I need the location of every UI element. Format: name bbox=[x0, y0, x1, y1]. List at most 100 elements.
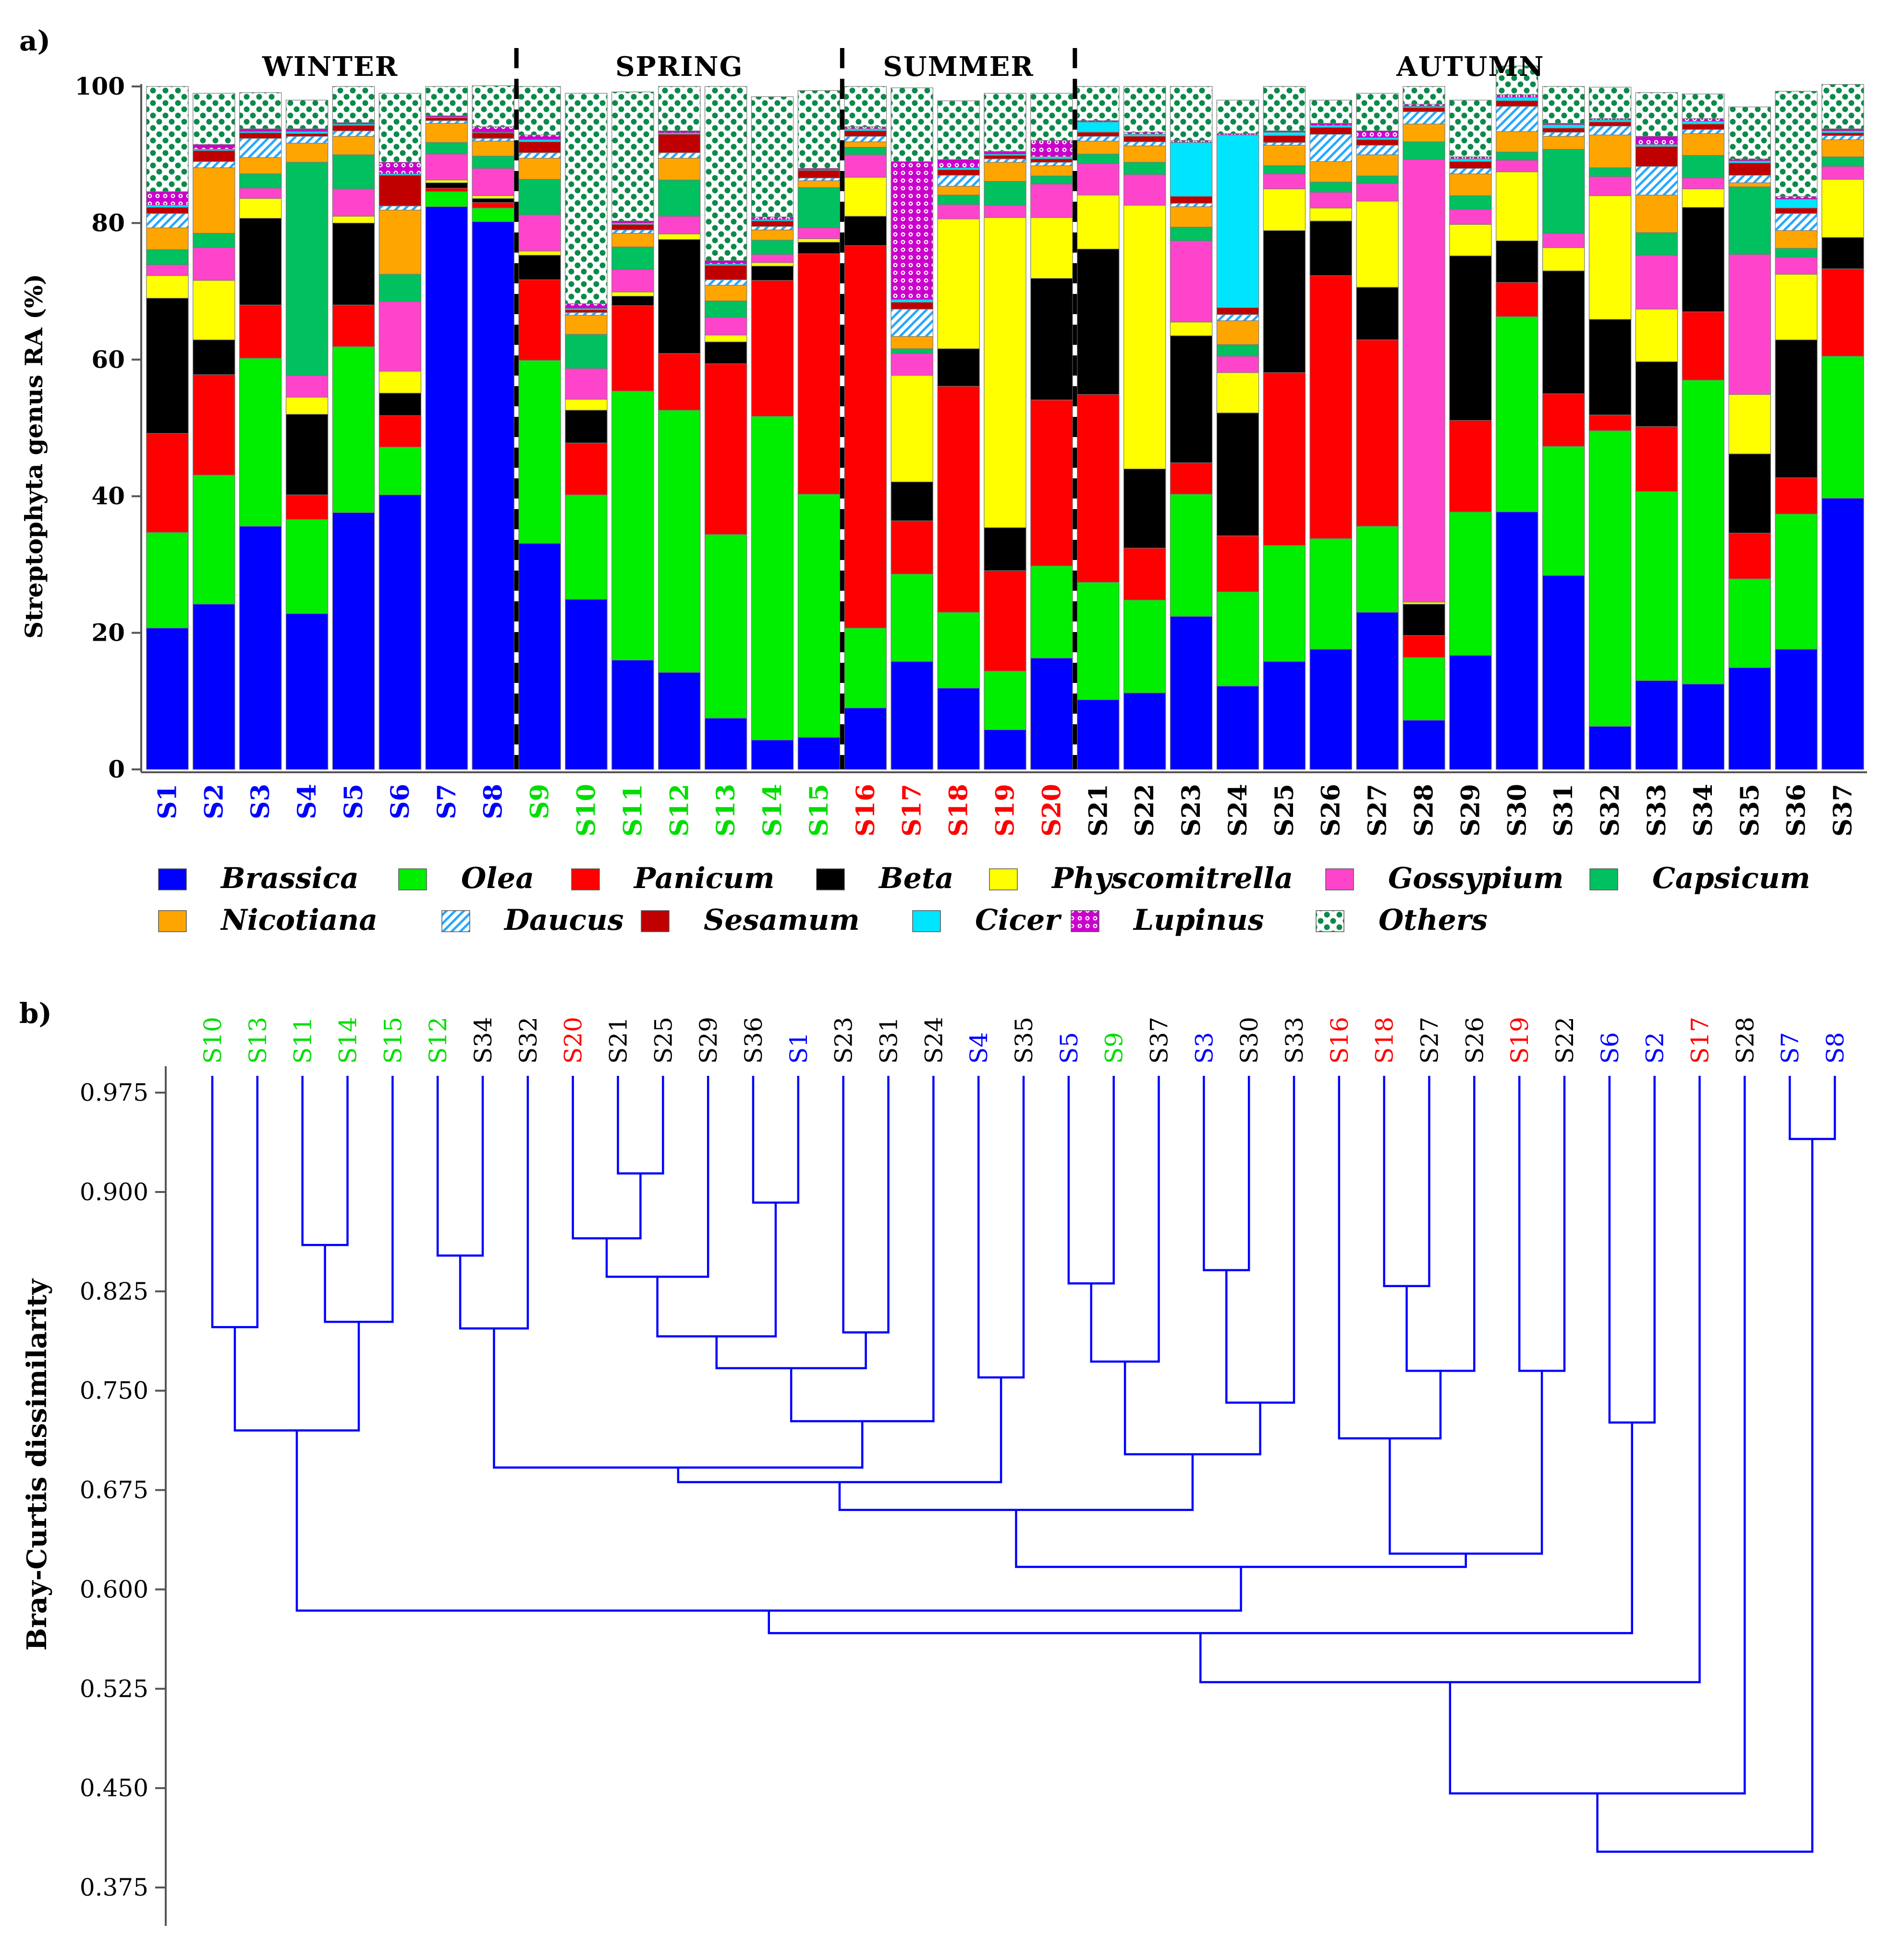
segment-olea-s29 bbox=[1449, 511, 1492, 656]
segment-cicer-s29 bbox=[1449, 158, 1492, 162]
leaf-label-s15: S15 bbox=[379, 1017, 407, 1064]
bar-s13 bbox=[704, 86, 747, 770]
segment-nicotiana-s34 bbox=[1682, 133, 1725, 156]
season-label-summer: SUMMER bbox=[883, 51, 1034, 83]
leaf-label-s19: S19 bbox=[1506, 1017, 1534, 1064]
segment-daucus-s1 bbox=[146, 213, 189, 228]
segment-sesamum-s27 bbox=[1356, 139, 1399, 146]
segment-others-s23 bbox=[1170, 86, 1213, 141]
segment-daucus-s23 bbox=[1170, 203, 1213, 207]
segment-others-s17 bbox=[891, 87, 933, 162]
segment-nicotiana-s3 bbox=[239, 157, 282, 174]
segment-nicotiana-s26 bbox=[1309, 161, 1352, 183]
segment-capsicum-s6 bbox=[378, 274, 422, 302]
segment-gossypium-s14 bbox=[751, 254, 794, 263]
segment-nicotiana-s29 bbox=[1449, 173, 1492, 196]
bar-s31 bbox=[1542, 86, 1585, 770]
segment-nicotiana-s12 bbox=[658, 158, 701, 181]
link-n24 bbox=[1383, 1076, 1430, 1287]
link-n16 bbox=[977, 1076, 1025, 1379]
bar-s19 bbox=[984, 93, 1026, 770]
segment-cicer-s34 bbox=[1682, 121, 1725, 124]
segment-others-s33 bbox=[1635, 92, 1678, 137]
segment-panicum-s27 bbox=[1356, 339, 1399, 527]
segment-gossypium-s17 bbox=[891, 353, 933, 376]
segment-others-s32 bbox=[1588, 86, 1632, 119]
segment-gossypium-s32 bbox=[1588, 176, 1632, 196]
bar-s35 bbox=[1728, 107, 1771, 770]
segment-capsicum-s16 bbox=[844, 146, 887, 155]
bar-s14 bbox=[751, 96, 794, 770]
link-n30 bbox=[295, 1430, 1242, 1612]
season-label-autumn: AUTUMN bbox=[1396, 51, 1544, 83]
segment-beta-s37 bbox=[1821, 237, 1864, 269]
segment-cicer-s16 bbox=[844, 128, 887, 132]
segment-others-s22 bbox=[1123, 86, 1166, 133]
segment-capsicum-s3 bbox=[239, 173, 282, 189]
dendrogram-y-tick-label: 0.450 bbox=[80, 1774, 148, 1802]
segment-brassica-s18 bbox=[937, 688, 980, 770]
segment-gossypium-s27 bbox=[1356, 183, 1399, 202]
season-labels: WINTER SPRING SUMMER AUTUMN bbox=[262, 51, 1544, 83]
segment-sesamum-s25 bbox=[1263, 135, 1306, 143]
link-n18 bbox=[1067, 1076, 1115, 1285]
segment-brassica-s37 bbox=[1821, 498, 1864, 770]
segment-brassica-s22 bbox=[1123, 693, 1166, 770]
segment-brassica-s32 bbox=[1588, 726, 1632, 770]
legend-label-beta: Beta bbox=[878, 862, 953, 895]
segment-capsicum-s31 bbox=[1542, 149, 1585, 234]
segment-cicer-s21 bbox=[1077, 122, 1120, 133]
segment-daucus-s3 bbox=[239, 138, 282, 158]
sample-label-s29: S29 bbox=[1456, 784, 1485, 837]
segment-others-s37 bbox=[1821, 84, 1864, 129]
segment-brassica-s30 bbox=[1496, 511, 1538, 770]
segment-daucus-s25 bbox=[1263, 142, 1306, 146]
segment-gossypium-s33 bbox=[1635, 255, 1678, 310]
segment-capsicum-s22 bbox=[1123, 162, 1166, 175]
leaf-label-s10: S10 bbox=[199, 1017, 227, 1064]
segment-others-s28 bbox=[1403, 86, 1445, 105]
segment-panicum-s16 bbox=[844, 245, 887, 629]
segment-brassica-s5 bbox=[332, 512, 375, 770]
segment-physcomitrella-s22 bbox=[1123, 205, 1166, 469]
segment-capsicum-s5 bbox=[332, 154, 375, 189]
segment-lupinus-s36 bbox=[1775, 196, 1818, 200]
bar-s18 bbox=[937, 100, 980, 770]
sample-label-s28: S28 bbox=[1410, 784, 1439, 837]
dendrogram-y-tick-label: 0.375 bbox=[80, 1874, 148, 1901]
segment-daucus-s20 bbox=[1030, 162, 1073, 166]
segment-lupinus-s28 bbox=[1403, 104, 1445, 107]
bar-s30 bbox=[1496, 65, 1538, 770]
dendrogram-leaf-labels: S10 S13 S11 S14 S15 S12 S34 S32 S20 S21 S25 S29 S36 S… bbox=[199, 1017, 1849, 1064]
segment-panicum-s14 bbox=[751, 280, 794, 417]
segment-brassica-s10 bbox=[565, 599, 608, 770]
segment-nicotiana-s16 bbox=[844, 141, 887, 148]
segment-gossypium-s22 bbox=[1123, 174, 1166, 206]
segment-beta-s29 bbox=[1449, 256, 1492, 421]
bar-s23 bbox=[1170, 86, 1213, 770]
legend-item-others: Others bbox=[1316, 903, 1488, 937]
segment-sesamum-s29 bbox=[1449, 161, 1492, 169]
segment-others-s6 bbox=[378, 93, 422, 163]
segment-cicer-s37 bbox=[1821, 130, 1864, 134]
segment-daucus-s32 bbox=[1588, 125, 1632, 135]
segment-lupinus-s6 bbox=[378, 162, 422, 174]
segment-panicum-s33 bbox=[1635, 426, 1678, 492]
segment-brassica-s9 bbox=[518, 543, 561, 770]
segment-panicum-s23 bbox=[1170, 462, 1213, 495]
segment-daucus-s26 bbox=[1309, 134, 1352, 162]
segment-gossypium-s23 bbox=[1170, 240, 1213, 323]
segment-daucus-s22 bbox=[1123, 141, 1166, 146]
legend-swatch-cicer bbox=[912, 910, 941, 932]
legend-swatch-lupinus bbox=[1071, 910, 1099, 932]
segment-panicum-s28 bbox=[1403, 635, 1445, 658]
segment-brassica-s13 bbox=[704, 718, 747, 770]
segment-nicotiana-s10 bbox=[565, 315, 608, 335]
segment-daucus-s28 bbox=[1403, 111, 1445, 124]
segment-capsicum-s21 bbox=[1077, 154, 1120, 164]
segment-beta-s26 bbox=[1309, 220, 1352, 276]
segment-olea-s33 bbox=[1635, 491, 1678, 681]
segment-olea-s6 bbox=[378, 447, 422, 495]
segment-physcomitrella-s30 bbox=[1496, 171, 1538, 241]
segment-nicotiana-s33 bbox=[1635, 195, 1678, 233]
